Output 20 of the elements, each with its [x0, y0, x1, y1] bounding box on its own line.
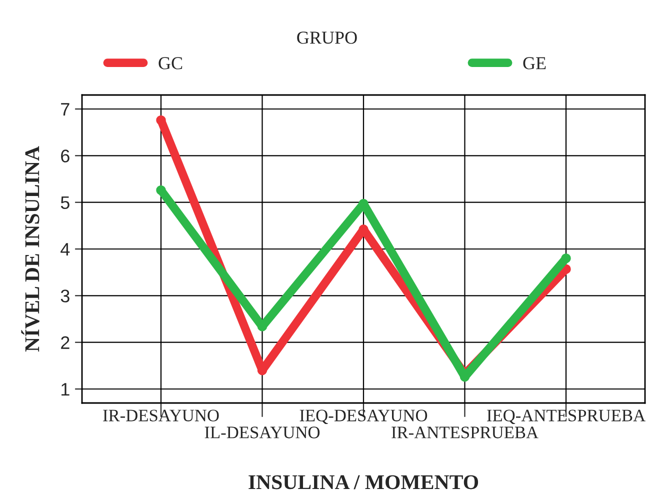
legend-label: GE — [523, 57, 546, 70]
y-axis-title: NÍVEL DE INSULINA — [21, 146, 40, 352]
point — [156, 115, 166, 126]
y-tick-label: 3 — [60, 290, 70, 302]
point — [156, 185, 166, 196]
y-tick-label: 5 — [60, 196, 70, 210]
x-axis-title: INSULINA / MOMENTO — [248, 475, 478, 490]
legend-label: GC — [158, 57, 182, 70]
x-tick-label: IR-DESAYUNO — [103, 410, 219, 422]
x-tick-label: IEQ-ANTESPRUEBA — [487, 410, 646, 424]
y-tick-label: 7 — [61, 103, 70, 116]
legend-title: GRUPO — [297, 32, 357, 44]
y-tick-label: 2 — [61, 336, 70, 349]
y-tick-label: 1 — [62, 383, 70, 396]
y-tick-label: 6 — [61, 150, 70, 162]
x-tick-label: IEQ-DESAYUNO — [300, 410, 428, 424]
point — [561, 253, 571, 264]
x-tick-label: IR-ANTESPRUEBA — [392, 426, 538, 438]
x-tick-label: IL-DESAYUNO — [204, 426, 320, 438]
y-tick-label: 4 — [60, 243, 70, 256]
